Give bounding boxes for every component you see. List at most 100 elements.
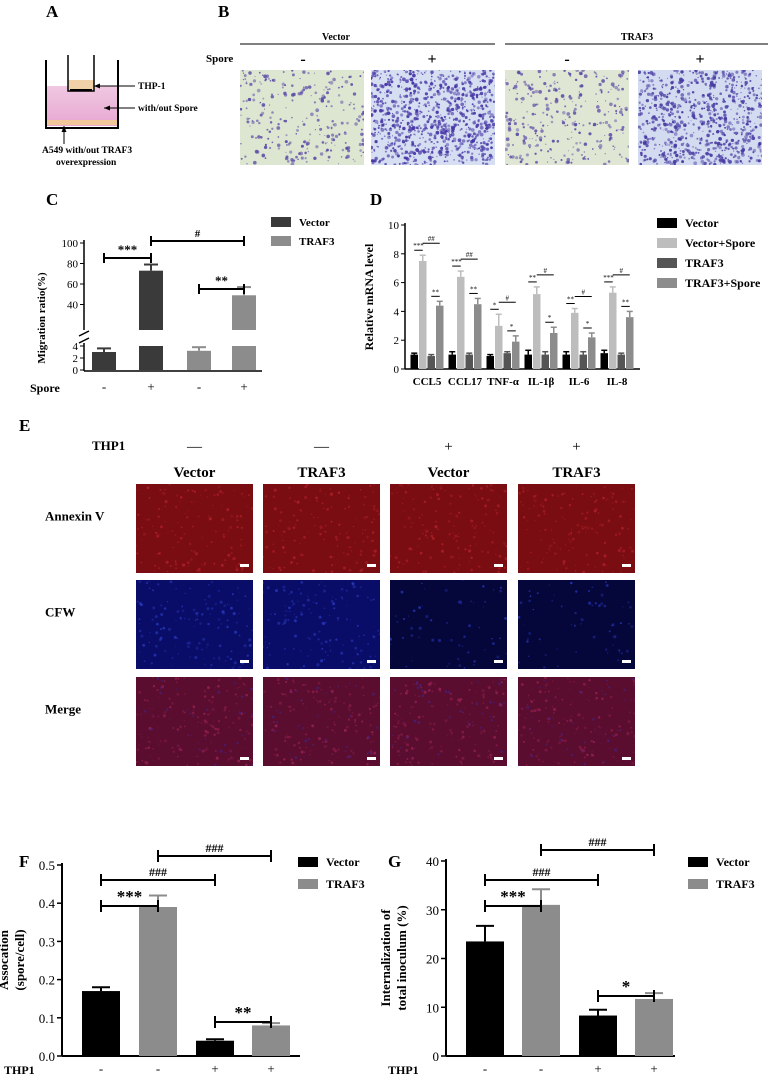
- speckle: [299, 758, 302, 761]
- speckle: [145, 761, 149, 765]
- cell-dot: [746, 107, 751, 111]
- speckle: [500, 681, 503, 684]
- speckle: [504, 557, 507, 561]
- cell-dot: [315, 108, 320, 113]
- speckle-blue: [231, 681, 233, 684]
- cell-dot: [702, 121, 705, 124]
- cell-dot: [664, 158, 666, 160]
- speckle: [226, 689, 229, 692]
- speckle: [224, 660, 227, 662]
- speckle-blue: [614, 748, 618, 752]
- speckle: [543, 749, 545, 751]
- speckle: [396, 749, 400, 753]
- panel-letter-b: B: [218, 2, 229, 21]
- speckle: [405, 509, 407, 511]
- speckle: [411, 764, 413, 766]
- speckle: [221, 518, 225, 522]
- cell-dot: [353, 107, 356, 110]
- speckle: [345, 685, 347, 688]
- speckle: [551, 680, 554, 682]
- speckle: [584, 517, 588, 520]
- cell-dot: [706, 76, 710, 81]
- cell-dot: [449, 136, 452, 139]
- speckle: [404, 741, 406, 744]
- speckle: [306, 598, 310, 602]
- speckle: [409, 526, 412, 528]
- speckle: [554, 696, 557, 698]
- speckle: [206, 747, 208, 749]
- cell-dot: [331, 120, 334, 123]
- speckle: [319, 527, 322, 529]
- cell-dot: [664, 144, 667, 146]
- cell-dot: [615, 109, 618, 113]
- cell-dot: [384, 150, 387, 153]
- cell-dot: [731, 78, 736, 82]
- cell-dot: [334, 144, 336, 146]
- cell-dot: [668, 144, 671, 146]
- cell-dot: [733, 131, 736, 134]
- cell-dot: [382, 157, 385, 161]
- speckle: [560, 506, 563, 510]
- speckle: [520, 683, 524, 686]
- speckle: [522, 504, 524, 506]
- cell-dot: [760, 96, 762, 98]
- speckle: [602, 563, 606, 567]
- speckle: [193, 490, 197, 493]
- cell-dot: [388, 107, 390, 109]
- thp1-row-label: THP1: [92, 438, 125, 453]
- speckle: [330, 599, 334, 603]
- cell-dot: [388, 107, 392, 111]
- cell-dot: [507, 154, 510, 156]
- speckle-blue: [592, 718, 595, 721]
- cell-dot: [375, 99, 380, 104]
- cell-dot: [660, 112, 663, 116]
- cell-dot: [373, 127, 377, 131]
- speckle: [217, 720, 220, 723]
- speckle: [370, 730, 374, 734]
- speckle: [214, 602, 218, 606]
- speckle: [562, 562, 565, 566]
- cell-dot: [560, 94, 565, 98]
- cell-dot: [748, 147, 753, 151]
- cell-dot: [547, 161, 549, 163]
- bar: [503, 353, 511, 369]
- cell-dot: [395, 130, 399, 135]
- speckle: [399, 484, 402, 486]
- cell-dot: [424, 126, 428, 130]
- speckle: [208, 699, 211, 702]
- row-label-1: Annexin V: [45, 509, 105, 524]
- cell-dot: [660, 79, 663, 83]
- speckle: [590, 495, 592, 498]
- cell-dot: [666, 93, 669, 96]
- cell-dot: [683, 98, 688, 103]
- speckle: [363, 634, 365, 637]
- speckle: [324, 524, 327, 527]
- cell-dot: [375, 70, 379, 73]
- cell-dot: [325, 86, 328, 89]
- cell-dot: [423, 80, 428, 84]
- speckle: [472, 724, 475, 727]
- image-background: [263, 677, 380, 766]
- cell-dot: [409, 91, 412, 95]
- cell-dot: [445, 100, 447, 102]
- speckle: [368, 707, 371, 710]
- cell-dot: [679, 105, 682, 108]
- speckle: [240, 538, 242, 541]
- speckle: [538, 719, 541, 723]
- speckle: [397, 720, 400, 723]
- cell-dot: [723, 149, 726, 152]
- cell-dot: [678, 147, 680, 149]
- speckle: [491, 637, 493, 640]
- speckle: [412, 748, 414, 750]
- cell-dot: [666, 152, 670, 156]
- speckle: [267, 618, 270, 621]
- cell-dot: [669, 164, 672, 165]
- speckle: [184, 491, 186, 493]
- cell-dot: [567, 150, 570, 152]
- column-label-2: TRAF3: [297, 465, 345, 481]
- speckle: [246, 505, 248, 508]
- speckle: [503, 566, 506, 569]
- cell-dot: [506, 143, 511, 147]
- speckle: [633, 712, 635, 715]
- speckle: [595, 697, 598, 700]
